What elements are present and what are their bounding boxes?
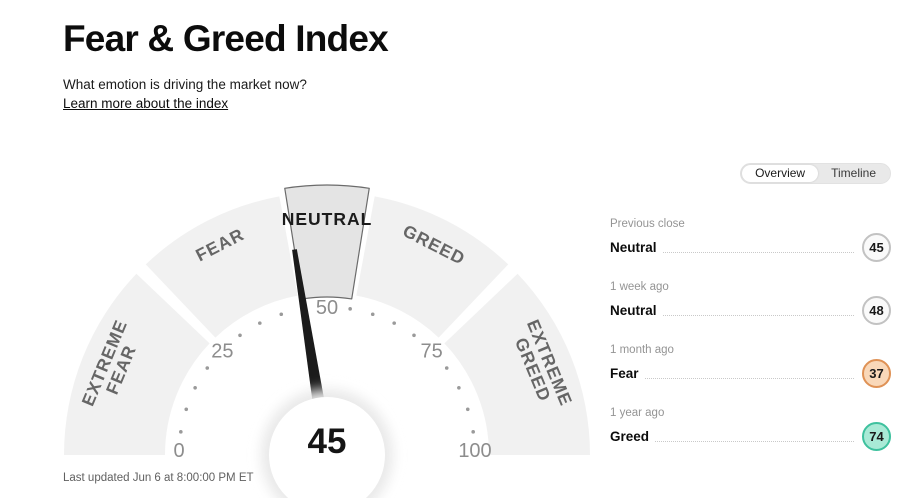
fear-greed-gauge: EXTREME FEAR FEAR NEUTRAL GREED EXTREME GREED 0… bbox=[62, 172, 592, 503]
history-value-badge: 74 bbox=[862, 421, 891, 451]
history-row-1-week: 1 week ago Neutral 48 bbox=[610, 281, 891, 325]
page-subtitle: What emotion is driving the market now? bbox=[63, 77, 307, 92]
history-rating: Greed bbox=[610, 428, 650, 444]
gauge-chart: EXTREMEFEARFEARNEUTRALGREEDEXTREMEGREED0… bbox=[64, 184, 590, 503]
dotted-leader bbox=[644, 378, 854, 379]
svg-text:45: 45 bbox=[308, 422, 347, 461]
svg-text:25: 25 bbox=[211, 340, 233, 362]
history-period-label: Previous close bbox=[610, 218, 685, 230]
history-period-label: 1 year ago bbox=[610, 407, 665, 419]
history-value-badge: 45 bbox=[862, 232, 891, 262]
history-row-previous-close: Previous close Neutral 45 bbox=[610, 218, 891, 262]
history-row-1-year: 1 year ago Greed 74 bbox=[610, 407, 891, 451]
last-updated: Last updated Jun 6 at 8:00:00 PM ET bbox=[63, 472, 254, 484]
history-period-label: 1 week ago bbox=[610, 281, 669, 293]
svg-text:0: 0 bbox=[173, 440, 184, 462]
svg-text:50: 50 bbox=[316, 297, 338, 319]
svg-text:100: 100 bbox=[458, 440, 491, 462]
history-period-label: 1 month ago bbox=[610, 344, 674, 356]
history-rating: Fear bbox=[610, 365, 639, 381]
dotted-leader bbox=[662, 315, 854, 316]
learn-more-link[interactable]: Learn more about the index bbox=[63, 96, 229, 111]
dotted-leader bbox=[662, 252, 854, 253]
history-rating: Neutral bbox=[610, 302, 657, 318]
view-toggle: Overview Timeline bbox=[740, 163, 891, 184]
history-value-badge: 48 bbox=[862, 295, 891, 325]
tab-overview[interactable]: Overview bbox=[742, 165, 819, 182]
svg-text:NEUTRAL: NEUTRAL bbox=[282, 209, 373, 229]
tab-timeline[interactable]: Timeline bbox=[818, 165, 889, 182]
history-rating: Neutral bbox=[610, 239, 657, 255]
page-title: Fear & Greed Index bbox=[63, 18, 389, 59]
history-row-1-month: 1 month ago Fear 37 bbox=[610, 344, 891, 388]
svg-text:75: 75 bbox=[421, 340, 443, 362]
history-panel: Previous close Neutral 45 1 week ago Neu… bbox=[610, 218, 891, 470]
history-value-badge: 37 bbox=[862, 358, 891, 388]
dotted-leader bbox=[655, 441, 854, 442]
